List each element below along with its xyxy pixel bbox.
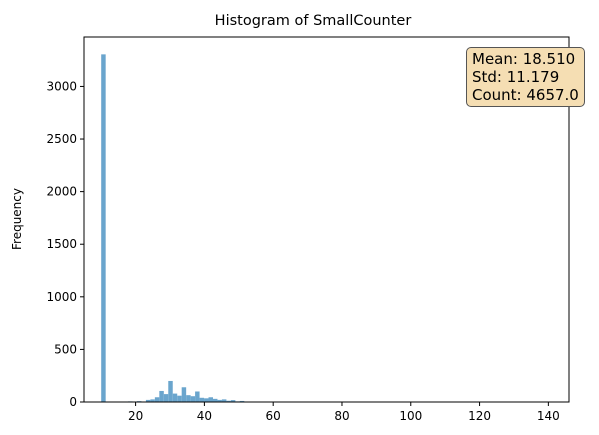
y-tick-label-1: 500 — [54, 342, 77, 356]
histogram-bar-6 — [159, 390, 164, 402]
histogram-bar-19 — [217, 399, 222, 402]
y-tick-label-5: 2500 — [46, 132, 77, 146]
histogram-bar-16 — [204, 398, 209, 402]
stats-box: Mean: 18.510 Std: 11.179 Count: 4657.0 — [466, 47, 585, 107]
histogram-bar-18 — [212, 398, 218, 402]
y-axis-ticks: 0 500 1000 1500 2000 2500 3000 — [46, 79, 84, 409]
histogram-bar-4 — [150, 399, 155, 402]
histogram-bar-12 — [186, 395, 191, 402]
histogram-bar-15 — [199, 397, 205, 402]
x-tick-label-4: 100 — [399, 409, 422, 423]
plot-frame — [83, 36, 570, 403]
histogram-bar-0 — [101, 54, 106, 403]
histogram-bar-8 — [168, 380, 173, 402]
y-tick-label-4: 2000 — [46, 185, 77, 199]
y-axis-label: Frequency — [10, 188, 24, 250]
histogram-bar-13 — [190, 396, 196, 402]
histogram-bar-22 — [230, 400, 236, 402]
chart-title: Histogram of SmallCounter — [215, 13, 412, 29]
histogram-bar-17 — [208, 397, 213, 402]
histogram-bar-11 — [181, 387, 187, 402]
stats-std: Std: 11.179 — [472, 68, 560, 86]
histogram-bar-7 — [163, 394, 169, 402]
histogram-bar-14 — [195, 391, 200, 402]
histogram-bar-3 — [145, 399, 151, 402]
histogram-bar-20 — [221, 399, 227, 402]
histogram-bar-5 — [154, 397, 160, 402]
histogram-bar-9 — [172, 393, 178, 402]
x-tick-label-0: 20 — [128, 409, 143, 423]
stats-count: Count: 4657.0 — [472, 86, 579, 104]
histogram-bar-21 — [226, 400, 231, 402]
x-axis-ticks: 20 40 60 80 100 120 140 — [128, 402, 560, 423]
y-tick-label-2: 1000 — [46, 290, 77, 304]
histogram-bar-10 — [177, 395, 182, 402]
y-tick-label-6: 3000 — [46, 79, 77, 93]
x-tick-label-3: 80 — [334, 409, 349, 423]
x-tick-label-1: 40 — [197, 409, 212, 423]
y-tick-label-3: 1500 — [46, 237, 77, 251]
histogram-bars — [101, 54, 272, 403]
stats-mean: Mean: 18.510 — [472, 50, 576, 68]
x-tick-label-2: 60 — [266, 409, 281, 423]
x-tick-label-6: 140 — [537, 409, 560, 423]
histogram-bar-24 — [239, 400, 245, 402]
y-tick-label-0: 0 — [69, 395, 77, 409]
x-tick-label-5: 120 — [468, 409, 491, 423]
